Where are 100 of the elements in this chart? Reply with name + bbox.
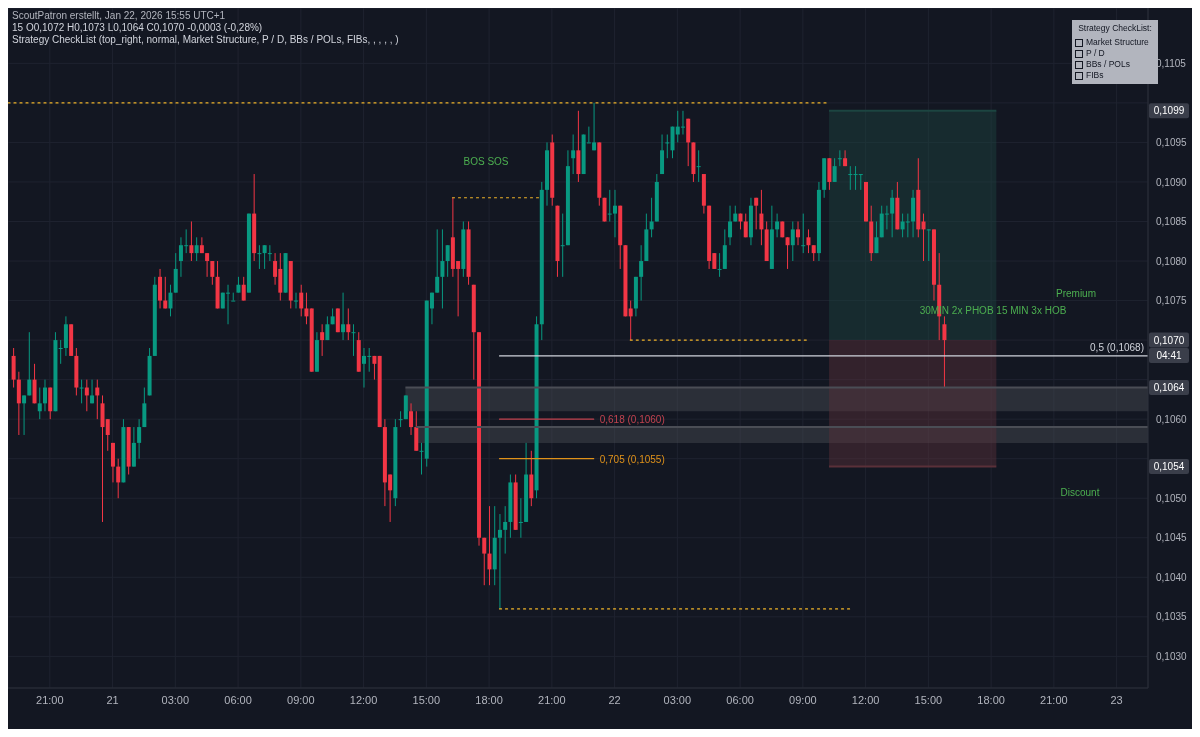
annotation: Market Structure — [1086, 37, 1149, 48]
candlestick — [137, 418, 142, 460]
x-tick-label: 21 — [106, 693, 119, 706]
candlestick — [497, 513, 502, 610]
candlestick — [435, 228, 440, 294]
x-tick-label: 12:00 — [349, 693, 378, 706]
annotation: BBs / POLs — [1086, 59, 1130, 70]
candlestick — [42, 379, 47, 412]
y-tick-label: 0,1035 — [1156, 611, 1188, 623]
x-tick-label: 23 — [1110, 693, 1123, 706]
candlestick — [848, 165, 853, 191]
candlestick — [796, 220, 801, 246]
annotation: P / D — [1086, 48, 1105, 59]
candlestick — [341, 292, 346, 341]
candlestick — [518, 497, 523, 539]
series-label: 0,5 (0,1068) — [1090, 341, 1144, 353]
candlestick — [827, 157, 832, 191]
x-tick-label: 09:00 — [287, 693, 315, 706]
candlestick — [607, 189, 612, 222]
y-tick-label: 0,1090 — [1156, 176, 1188, 188]
candlestick — [529, 450, 534, 507]
candlestick — [63, 315, 68, 357]
candlestick — [22, 394, 27, 436]
candlestick — [131, 426, 136, 468]
candlestick — [801, 213, 806, 254]
candlestick — [37, 387, 42, 420]
x-tick-label: 03:00 — [161, 693, 190, 706]
candlestick — [16, 371, 21, 436]
candlestick — [210, 260, 215, 286]
candlestick — [11, 347, 16, 389]
series-label: 0,618 (0,1060) — [599, 414, 665, 426]
y-tick-label: 0,1045 — [1156, 532, 1188, 544]
y-tick-label: 0,1095 — [1156, 136, 1188, 148]
candlestick — [686, 118, 691, 167]
candlestick — [785, 236, 790, 270]
candlestick — [482, 537, 487, 586]
candlestick — [858, 173, 863, 191]
candlestick — [576, 110, 581, 183]
candlestick — [205, 252, 210, 278]
candlestick — [628, 300, 633, 341]
candlestick — [320, 323, 325, 357]
candlestick — [199, 236, 204, 254]
x-tick-label: 18:00 — [977, 693, 1005, 706]
candlestick — [612, 189, 617, 238]
candlestick — [571, 134, 576, 175]
x-tick-label: 12:00 — [851, 693, 880, 706]
x-tick-label: 15:00 — [412, 693, 441, 706]
candlestick — [168, 284, 173, 317]
x-tick-label: 06:00 — [224, 693, 252, 706]
candlestick — [832, 157, 837, 183]
candlestick — [58, 339, 63, 365]
candlestick — [696, 149, 701, 183]
candlestick — [890, 189, 895, 238]
candlestick — [110, 442, 115, 483]
y-tick-label: 0,1080 — [1156, 255, 1188, 267]
annotation: 0,1070 — [1153, 334, 1185, 346]
candlestick — [926, 228, 931, 262]
candlestick — [874, 220, 879, 254]
annotation: BOS SOS — [463, 156, 509, 167]
candlestick — [32, 363, 37, 404]
candlestick — [837, 149, 842, 167]
candlestick — [194, 236, 199, 262]
x-tick-label: 06:00 — [726, 693, 754, 706]
candlestick — [445, 244, 450, 278]
y-tick-label: 0,1085 — [1156, 216, 1188, 228]
text: 04:41 — [1156, 350, 1182, 362]
candlestick — [440, 228, 445, 309]
x-tick-label: 18:00 — [475, 693, 503, 706]
y-tick-label: 0,1030 — [1156, 650, 1188, 662]
candlestick — [409, 402, 414, 436]
candlestick — [414, 410, 419, 452]
annotation: FIBs — [1086, 70, 1104, 81]
candlestick — [267, 244, 272, 262]
candlestick — [487, 505, 492, 586]
candlestick — [660, 134, 665, 175]
x-tick-label: 21:00 — [1040, 693, 1068, 706]
candlestick — [299, 284, 304, 317]
candlestick — [649, 197, 654, 238]
x-tick-label: 09:00 — [789, 693, 817, 706]
candlestick — [639, 244, 644, 302]
candlestick — [503, 505, 508, 555]
candlestick — [262, 244, 267, 270]
candlestick — [304, 292, 309, 325]
candlestick — [27, 331, 32, 396]
candlestick — [911, 189, 916, 238]
annotation: 0,1099 — [1153, 105, 1185, 117]
candlestick — [790, 220, 795, 262]
candlestick — [759, 189, 764, 246]
candlestick — [680, 110, 685, 136]
candlestick — [116, 458, 121, 499]
candlestick — [294, 292, 298, 309]
candlestick — [665, 134, 670, 159]
candlestick — [231, 292, 236, 302]
annotation: 0,1064 — [1153, 382, 1185, 394]
y-tick-label: 0,1050 — [1156, 492, 1188, 504]
annotation: Premium — [1055, 288, 1097, 299]
series-label: 0,705 (0,1055) — [599, 453, 665, 465]
annotation: Discount — [1060, 487, 1100, 498]
x-tick-label: 21:00 — [538, 693, 566, 706]
candlestick — [79, 379, 84, 404]
